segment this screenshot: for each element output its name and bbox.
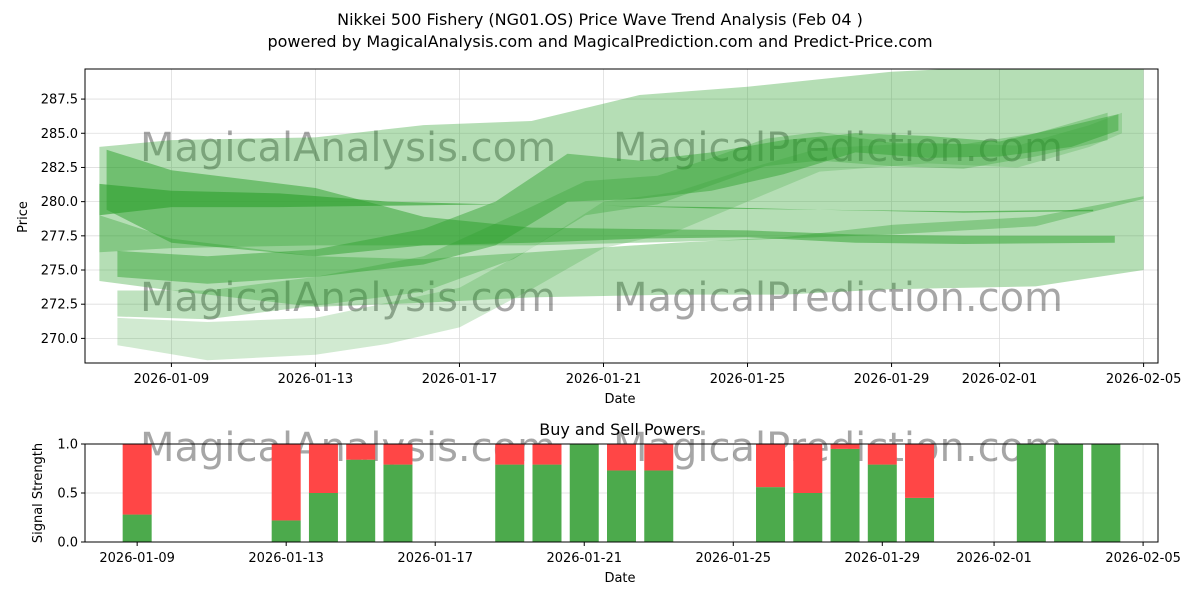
sub-x-tick-label: 2026-01-29 (845, 551, 921, 566)
sub-x-tick-label: 2026-01-09 (99, 551, 175, 566)
sub-y-tick-label: 1.0 (57, 438, 78, 453)
main-y-tick-label: 270.0 (41, 332, 78, 347)
sell-bar (756, 444, 786, 488)
buy-bar (607, 470, 636, 542)
main-y-tick-label: 280.0 (41, 195, 78, 210)
buy-bar (1054, 444, 1084, 542)
main-y-tick-label: 285.0 (41, 127, 78, 142)
main-x-ticks: 2026-01-09 2026-01-13 2026-01-17 2026-01-21… (134, 363, 1182, 387)
sub-x-tick-label: 2026-01-25 (695, 551, 771, 566)
main-x-tick-label: 2026-01-13 (278, 372, 354, 387)
price-wave-plot: MagicalAnalysis.com MagicalPrediction.com… (16, 68, 1182, 407)
sell-bar (495, 444, 525, 465)
buy-bar (383, 464, 413, 542)
sub-title: Buy and Sell Powers (539, 420, 701, 439)
main-plot-frame (84, 68, 1159, 364)
wave-band-3 (99, 183, 1094, 216)
buy-bar (532, 464, 562, 542)
sell-bar (383, 444, 413, 465)
sell-bar (346, 444, 376, 460)
watermark-text: MagicalAnalysis.com (140, 125, 556, 171)
main-x-label: Date (604, 392, 635, 407)
buy-bar (569, 444, 599, 542)
wave-band-5 (117, 112, 1108, 320)
sell-bar (905, 444, 935, 498)
wave-band-2 (106, 149, 1115, 257)
sub-x-label: Date (604, 571, 635, 586)
buy-bar (830, 448, 860, 542)
watermark-text: MagicalAnalysis.com (140, 275, 556, 321)
sub-y-label: Signal Strength (31, 443, 46, 543)
sell-bar (644, 444, 674, 471)
main-y-tick-label: 272.5 (41, 298, 78, 313)
buy-bar (271, 520, 301, 542)
buy-bar (1091, 444, 1121, 542)
buy-sell-plot: Buy and Sell Powers MagicalAnalysis.comM… (31, 420, 1181, 586)
sub-y-tick-label: 0.5 (57, 487, 78, 502)
wave-band-6 (117, 112, 1122, 361)
buy-bar (867, 464, 897, 542)
buy-bar (905, 497, 935, 542)
chart-title: Nikkei 500 Fishery (NG01.OS) Price Wave … (337, 10, 863, 29)
main-y-tick-label: 287.5 (41, 93, 78, 108)
main-x-tick-label: 2026-01-09 (134, 372, 210, 387)
main-x-tick-label: 2026-02-05 (1106, 372, 1182, 387)
sub-x-ticks: 2026-01-09 2026-01-13 2026-01-17 2026-01-21… (99, 542, 1181, 566)
sell-bar (122, 444, 152, 515)
main-y-label: Price (16, 201, 31, 233)
watermark-text: MagicalPrediction.com (613, 275, 1063, 321)
main-x-tick-label: 2026-01-29 (854, 372, 930, 387)
buy-bar (644, 470, 674, 542)
main-y-tick-label: 277.5 (41, 229, 78, 244)
buy-bar (756, 487, 786, 542)
main-x-tick-label: 2026-01-25 (710, 372, 786, 387)
main-y-ticks: 270.0 272.5 275.0 277.5 280.0 282.5 285.0 287.5 (41, 93, 85, 347)
sub-x-tick-label: 2026-01-17 (397, 551, 473, 566)
wave-band-1 (99, 196, 1144, 307)
buy-bar (346, 459, 376, 542)
sell-bar (607, 444, 636, 471)
main-x-tick-label: 2026-01-21 (566, 372, 642, 387)
sell-bar (830, 444, 860, 449)
sub-x-tick-label: 2026-02-05 (1105, 551, 1181, 566)
main-y-tick-label: 275.0 (41, 264, 78, 279)
buy-bar (122, 514, 152, 542)
buy-bar (308, 493, 338, 542)
main-watermarks: MagicalAnalysis.com MagicalPrediction.com… (140, 125, 1063, 321)
buy-bar (1016, 444, 1046, 542)
main-x-tick-label: 2026-01-17 (422, 372, 498, 387)
sub-x-tick-label: 2026-01-21 (546, 551, 622, 566)
main-x-tick-label: 2026-02-01 (962, 372, 1038, 387)
sell-bar (867, 444, 897, 465)
sub-y-ticks: 0.0 0.5 1.0 (57, 438, 85, 551)
sell-bar (271, 444, 301, 521)
buy-bar (495, 464, 525, 542)
sub-x-tick-label: 2026-02-01 (956, 551, 1032, 566)
wave-band-4 (117, 114, 1119, 284)
sub-y-tick-label: 0.0 (57, 536, 78, 551)
buy-bar (793, 493, 823, 542)
sell-bar (793, 444, 823, 493)
buy-sell-bars (122, 444, 1121, 542)
wave-bands (99, 69, 1144, 361)
main-y-tick-label: 282.5 (41, 161, 78, 176)
sell-bar (308, 444, 338, 493)
sell-bar (532, 444, 562, 465)
watermark-text: MagicalPrediction.com (613, 125, 1063, 171)
sub-x-tick-label: 2026-01-13 (248, 551, 324, 566)
chart-subtitle: powered by MagicalAnalysis.com and Magic… (267, 32, 932, 51)
